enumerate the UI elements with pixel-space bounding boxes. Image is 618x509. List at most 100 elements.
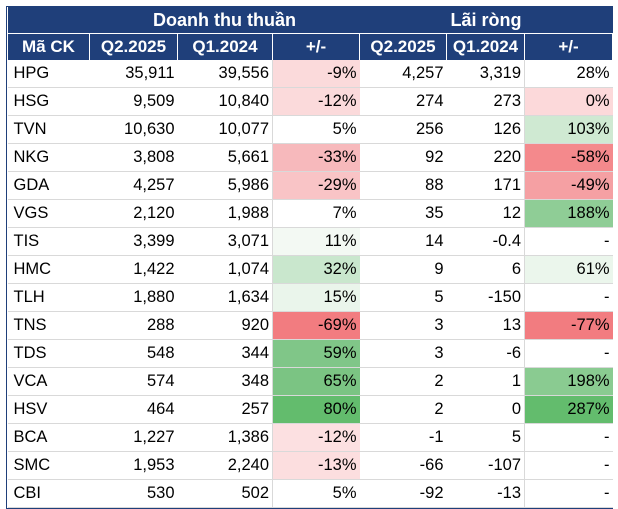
column-header-q1-revenue: Q1.2024 <box>177 33 273 60</box>
cell-q2-profit: 88 <box>359 171 447 200</box>
cell-stock-code: HSV <box>7 395 90 424</box>
cell-q2-revenue: 530 <box>89 479 178 508</box>
cell-q2-revenue: 35,911 <box>89 60 178 88</box>
cell-pct-revenue: 32% <box>271 255 360 284</box>
cell-q2-revenue: 9,509 <box>89 87 178 116</box>
cell-q1-profit: 126 <box>446 115 525 144</box>
cell-q1-revenue: 3,071 <box>177 227 273 256</box>
table-row: TVN 10,630 10,077 5% 256 126 103% <box>7 115 613 144</box>
cell-q2-profit: 274 <box>359 87 447 116</box>
cell-pct-revenue: -69% <box>271 311 360 340</box>
table-row: TDS 548 344 59% 3 -6- <box>7 339 613 368</box>
cell-q1-revenue: 502 <box>177 479 273 508</box>
cell-q2-profit: 35 <box>359 199 447 228</box>
cell-q2-profit: -92 <box>359 479 447 508</box>
cell-stock-code: NKG <box>7 143 90 172</box>
cell-pct-profit: 198% <box>524 367 613 396</box>
cell-q2-revenue: 548 <box>89 339 178 368</box>
cell-q1-revenue: 2,240 <box>177 451 273 480</box>
cell-pct-revenue: 11% <box>271 227 360 256</box>
cell-stock-code: BCA <box>7 423 90 452</box>
cell-pct-profit: 0% <box>524 87 613 116</box>
financial-table: Doanh thu thuần Lãi ròng Mã CK Q2.2025 Q… <box>7 7 614 508</box>
cell-q2-profit: 92 <box>359 143 447 172</box>
table-row: GDA 4,257 5,986 -29% 88 171 -49% <box>7 171 613 200</box>
cell-stock-code: TIS <box>7 227 90 256</box>
cell-pct-profit: -77% <box>524 311 613 340</box>
cell-pct-revenue: -9% <box>271 60 360 88</box>
cell-stock-code: SMC <box>7 451 90 480</box>
cell-q2-revenue: 1,880 <box>89 283 178 312</box>
table-row: TIS 3,399 3,071 11% 14 -0.4- <box>7 227 613 256</box>
table-row: VCA 574 348 65% 2 1 198% <box>7 367 613 396</box>
cell-q2-profit: -66 <box>359 451 447 480</box>
cell-q2-profit: 2 <box>359 395 447 424</box>
table-row: TNS 288 920 -69% 3 13 -77% <box>7 311 613 340</box>
cell-q2-revenue: 3,399 <box>89 227 178 256</box>
table-row: CBI 530 502 5% -92 -13- <box>7 479 613 508</box>
column-header-code: Mã CK <box>7 33 90 60</box>
cell-q1-revenue: 10,840 <box>177 87 273 116</box>
cell-q2-revenue: 10,630 <box>89 115 178 144</box>
cell-q1-revenue: 5,986 <box>177 171 273 200</box>
cell-pct-profit: - <box>524 451 613 480</box>
cell-q2-revenue: 4,257 <box>89 171 178 200</box>
table-row: HMC 1,422 1,074 32% 9 6 61% <box>7 255 613 284</box>
column-header-q2-profit: Q2.2025 <box>359 33 448 60</box>
cell-pct-profit: -58% <box>524 143 613 172</box>
cell-q2-profit: 3 <box>359 339 447 368</box>
cell-stock-code: TNS <box>7 311 90 340</box>
cell-pct-profit: 61% <box>524 255 613 284</box>
data-table-container: Doanh thu thuần Lãi ròng Mã CK Q2.2025 Q… <box>6 6 614 509</box>
table-row: SMC 1,953 2,240 -13% -66 -107- <box>7 451 613 480</box>
cell-q1-revenue: 344 <box>177 339 273 368</box>
cell-q2-revenue: 574 <box>89 367 178 396</box>
cell-pct-revenue: 80% <box>271 395 360 424</box>
cell-q1-profit: 5 <box>446 423 525 452</box>
cell-q1-revenue: 348 <box>177 367 273 396</box>
cell-q1-revenue: 39,556 <box>177 60 273 88</box>
cell-q1-profit: 171 <box>446 171 525 200</box>
table-row: VGS 2,120 1,988 7% 35 12 188% <box>7 199 613 228</box>
cell-q2-revenue: 3,808 <box>89 143 178 172</box>
cell-stock-code: VGS <box>7 199 90 228</box>
table-row: NKG 3,808 5,661 -33% 92 220 -58% <box>7 143 613 172</box>
cell-q2-profit: 4,257 <box>359 60 447 88</box>
cell-q2-profit: 2 <box>359 367 447 396</box>
cell-pct-profit: 188% <box>524 199 613 228</box>
cell-stock-code: CBI <box>7 479 90 508</box>
cell-stock-code: TVN <box>7 115 90 144</box>
cell-q1-revenue: 5,661 <box>177 143 273 172</box>
cell-q1-revenue: 920 <box>177 311 273 340</box>
cell-q1-revenue: 1,386 <box>177 423 273 452</box>
cell-pct-revenue: 7% <box>271 199 360 228</box>
column-header-q2-revenue: Q2.2025 <box>89 33 178 60</box>
cell-q1-profit: -107 <box>446 451 525 480</box>
cell-pct-profit: - <box>524 227 613 256</box>
cell-stock-code: VCA <box>7 367 90 396</box>
cell-q1-revenue: 1,988 <box>177 199 273 228</box>
cell-q2-profit: 256 <box>359 115 447 144</box>
cell-pct-profit: - <box>524 283 613 312</box>
cell-q1-profit: 0 <box>446 395 525 424</box>
cell-pct-revenue: -12% <box>271 87 360 116</box>
cell-stock-code: TLH <box>7 283 90 312</box>
cell-stock-code: TDS <box>7 339 90 368</box>
table-row: HSG 9,509 10,840 -12% 274 273 0% <box>7 87 613 116</box>
cell-q1-revenue: 1,634 <box>177 283 273 312</box>
cell-pct-profit: - <box>524 423 613 452</box>
cell-pct-revenue: -12% <box>271 423 360 452</box>
cell-pct-revenue: 59% <box>271 339 360 368</box>
cell-stock-code: HPG <box>7 60 90 88</box>
cell-q2-revenue: 1,422 <box>89 255 178 284</box>
cell-q1-revenue: 1,074 <box>177 255 273 284</box>
cell-q1-profit: 13 <box>446 311 525 340</box>
cell-q1-profit: 220 <box>446 143 525 172</box>
cell-pct-profit: -49% <box>524 171 613 200</box>
cell-pct-profit: - <box>524 339 613 368</box>
cell-pct-revenue: -13% <box>271 451 360 480</box>
cell-q1-profit: 3,319 <box>446 60 525 88</box>
column-header-pct-revenue: +/- <box>271 33 361 60</box>
cell-q1-profit: -6 <box>446 339 525 368</box>
header-group-revenue: Doanh thu thuần <box>89 7 360 34</box>
